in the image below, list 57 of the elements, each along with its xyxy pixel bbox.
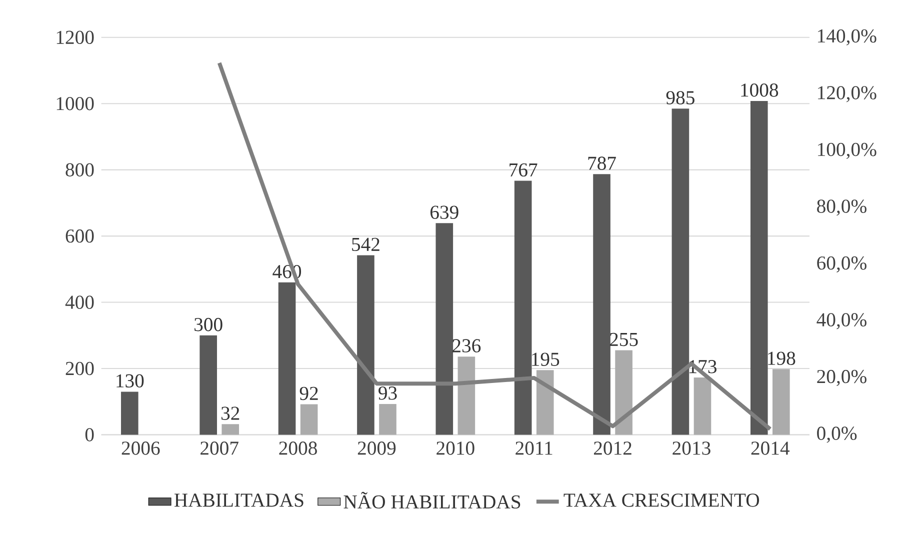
bar [536, 370, 554, 435]
y2-tick-label: 0,0% [817, 426, 857, 443]
data-label: 767 [510, 163, 538, 177]
data-label: 1008 [741, 83, 778, 97]
data-label: 32 [221, 406, 240, 420]
x-tick-label: 2009 [358, 442, 396, 455]
data-label: 985 [666, 91, 694, 104]
y-tick-label: 200 [66, 362, 94, 376]
bar [772, 369, 790, 435]
y-tick-label: 600 [66, 229, 94, 243]
data-label: 787 [588, 156, 616, 170]
y2-tick-label: 140,0% [818, 29, 876, 46]
x-tick-label: 2014 [751, 442, 790, 455]
bar [200, 335, 217, 435]
bar [514, 180, 532, 435]
data-label: 198 [768, 352, 796, 365]
data-label: 300 [194, 318, 222, 332]
data-label: 130 [116, 374, 144, 388]
legend-label: HABILITADAS [174, 494, 304, 507]
x-tick-label: 2006 [122, 442, 160, 455]
x-tick-label: 2010 [436, 442, 474, 455]
data-label: 542 [352, 238, 380, 252]
data-label: 639 [430, 206, 458, 219]
data-label: 195 [532, 352, 560, 366]
data-label: 93 [378, 386, 397, 400]
bar [436, 223, 454, 435]
bar [379, 404, 396, 435]
y2-tick-label: 20,0% [817, 370, 866, 386]
y2-tick-label: 120,0% [818, 86, 876, 102]
legend-label: NÃO HABILITADAS [344, 492, 520, 509]
x-tick-label: 2012 [594, 442, 632, 455]
y2-tick-label: 40,0% [816, 313, 866, 330]
legend-label: TAXA CRESCIMENTO [564, 494, 760, 507]
y-tick-label: 400 [65, 296, 94, 309]
x-tick-label: 2007 [200, 442, 238, 455]
bar [672, 108, 690, 435]
bar [694, 377, 712, 435]
bar [750, 100, 768, 435]
x-tick-label: 2008 [279, 442, 317, 455]
y2-tick-label: 80,0% [817, 200, 866, 216]
bar [120, 392, 138, 435]
bar [593, 174, 610, 435]
y2-tick-label: 60,0% [817, 256, 866, 272]
bar [300, 404, 318, 435]
bar [278, 282, 296, 435]
y-tick-label: 1200 [56, 30, 94, 44]
x-tick-label: 2013 [672, 442, 710, 455]
bar [357, 255, 374, 435]
x-tick-label: 2011 [516, 442, 552, 455]
y-tick-label: 0 [85, 428, 94, 442]
data-label: 92 [300, 386, 318, 400]
y2-tick-label: 100,0% [818, 142, 876, 159]
y-tick-label: 1000 [56, 96, 94, 110]
bar [615, 350, 632, 435]
bar [458, 356, 476, 435]
y-tick-label: 800 [66, 163, 94, 176]
bar [222, 424, 240, 435]
